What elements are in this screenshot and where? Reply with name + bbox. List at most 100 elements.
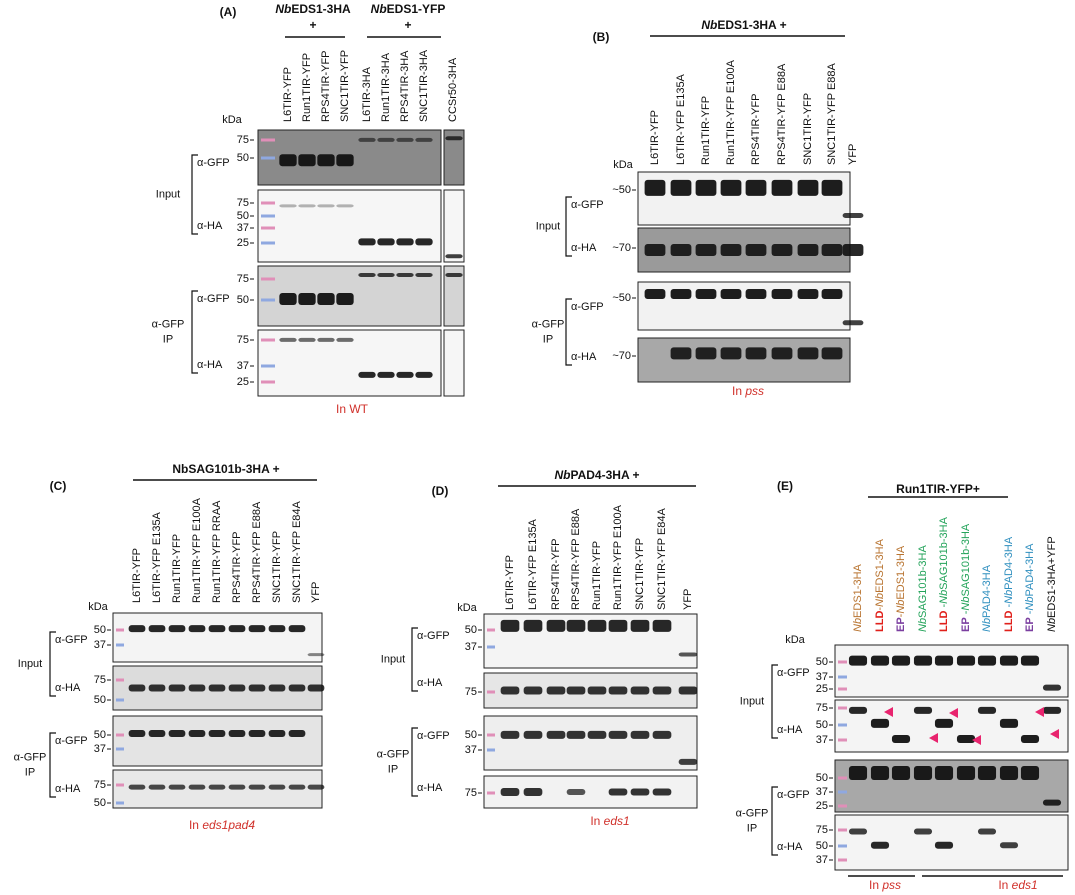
group-label: IP [163,333,173,345]
ladder-band [838,660,847,664]
band [377,371,395,378]
text-part: Nb [1046,618,1058,632]
ladder-band [487,690,495,694]
text-part: Nb [1024,597,1036,611]
text-part: Nb [917,618,929,632]
text-part: EDS1-3HA [874,538,886,592]
text-part: In [590,814,603,828]
bracket [411,627,418,692]
band [268,730,286,737]
band [999,655,1019,666]
blot [834,644,1069,698]
text-part: Nb [1003,590,1015,604]
lane-label: Run1TIR-YFP [591,541,603,610]
band [934,655,954,666]
ladder-band [838,687,847,691]
band [148,684,166,692]
ladder-band [487,791,495,795]
band [566,730,586,739]
band [678,686,698,695]
panel-label: (B) [593,30,610,44]
condition-label: In eds1 [590,814,629,828]
antibody-label: α-GFP [777,667,810,679]
lane-label: L6TIR-3HA [361,66,373,122]
kda-marker: 75 [94,779,106,791]
text-part: In [189,818,202,832]
band [500,730,520,739]
ladder-band [116,747,124,751]
blot [112,715,323,767]
band [358,273,376,277]
text-part: SAG101b-3HA [938,516,950,589]
lane-label: YFP [847,144,859,165]
band [208,784,226,790]
band [821,289,843,299]
antibody-label: α-HA [417,782,443,794]
lane-label: L6TIR-YFP E135A [675,73,687,165]
blot-extra [443,129,465,186]
ladder-band [838,675,847,679]
kda-marker: 37 [816,854,828,866]
band [288,684,306,692]
band [670,244,692,256]
band [608,686,628,695]
kda-marker: ~70 [612,242,631,254]
antibody-label: α-HA [777,724,803,736]
kda-marker: 50 [465,729,477,741]
text-part: LLD [874,611,886,632]
band [630,619,650,632]
text-part: SAG101b-3HA [917,545,929,618]
text-part: EDS1-3HA [895,545,907,599]
kda-marker: 75 [465,686,477,698]
band [870,766,890,780]
band [913,828,933,835]
lane-label: RPS4TIR-YFP [750,93,762,165]
text-part: In [869,878,882,892]
ladder-band [116,698,124,702]
band [771,347,793,360]
panel-label: (C) [50,479,67,493]
band [797,289,819,299]
antibody-label: α-HA [197,359,223,371]
kda-label: kDa [785,634,805,646]
kda-marker: 75 [816,702,828,714]
kda-marker: 25 [237,376,249,388]
antibody-label: α-HA [571,351,597,363]
band [228,684,246,692]
lane-label: RPS4TIR-YFP E88A [251,501,263,603]
group-label: α-GFP [152,318,185,330]
band [999,766,1019,780]
band [248,625,266,633]
group-header: NbPAD4-3HA + [554,468,639,482]
lane-label: SNC1TIR-YFP E84A [291,500,303,603]
arrowhead [949,708,958,718]
antibody-label: α-HA [417,677,443,689]
lane-label: RPS4TIR-3HA [399,50,411,122]
lane-label: SNC1TIR-YFP E88A [826,62,838,165]
band [445,273,463,277]
panel-label: (A) [220,5,237,19]
text-part: Nb [895,600,907,614]
band [168,730,186,737]
kda-marker: 37 [94,639,106,651]
band [720,244,742,256]
group-label: IP [747,822,757,834]
band [396,137,414,142]
lane-label: SNC1TIR-YFP [634,538,646,610]
band [1020,735,1040,743]
band [228,625,246,633]
band [523,730,543,739]
kda-marker: 37 [465,744,477,756]
band [208,730,226,737]
band [587,686,607,695]
group-header: NbEDS1-YFP [371,2,446,16]
lane-label: EP -NbSAG101b-3HA [960,523,972,632]
band [745,289,767,299]
band [771,289,793,299]
lane-label: L6TIR-YFP E135A [527,518,539,610]
band [678,652,698,657]
bracket [565,298,572,366]
band [644,179,666,196]
kda-marker: 37 [465,641,477,653]
lane-label: LLD-NbEDS1-3HA [874,538,886,632]
